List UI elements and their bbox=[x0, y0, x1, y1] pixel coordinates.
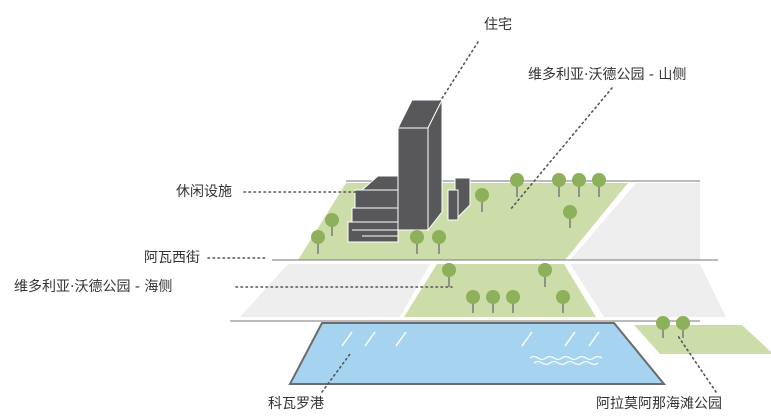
label-residential: 住宅 bbox=[484, 17, 512, 33]
tree bbox=[556, 290, 570, 313]
label-park-sea-side: 维多利亚·沃德公园 - 海侧 bbox=[14, 279, 173, 295]
tree bbox=[486, 290, 500, 313]
harbor-water bbox=[288, 322, 667, 385]
label-park-mountain-side: 维多利亚·沃德公园 - 山侧 bbox=[528, 67, 687, 83]
park-sea-side-area bbox=[404, 264, 596, 317]
tree bbox=[563, 205, 577, 228]
tree bbox=[572, 173, 586, 197]
water-marks bbox=[341, 331, 600, 347]
plaza-left bbox=[240, 264, 430, 317]
upper-plaza-right bbox=[570, 183, 700, 260]
tree bbox=[592, 173, 606, 197]
tree bbox=[442, 263, 456, 287]
tree bbox=[410, 230, 424, 254]
leader-park-mountain bbox=[509, 87, 613, 211]
label-leisure: 休闲设施 bbox=[176, 184, 232, 200]
beach-park-area bbox=[634, 325, 771, 354]
label-harbor: 科瓦罗港 bbox=[268, 396, 324, 412]
tree bbox=[538, 263, 552, 287]
water-waves bbox=[529, 355, 603, 366]
leader-residential bbox=[431, 41, 479, 115]
tree bbox=[552, 173, 566, 197]
leader-lines bbox=[207, 41, 717, 393]
residential-building bbox=[347, 99, 471, 243]
tree bbox=[325, 213, 339, 236]
leader-beach bbox=[677, 335, 717, 393]
tree bbox=[510, 173, 524, 197]
tree bbox=[475, 188, 489, 212]
tree bbox=[311, 230, 325, 254]
tree bbox=[506, 290, 520, 313]
label-beach-park: 阿拉莫阿那海滩公园 bbox=[596, 396, 722, 412]
leader-harbor bbox=[321, 353, 351, 393]
plaza-right bbox=[570, 264, 726, 317]
tree bbox=[432, 230, 446, 254]
tree bbox=[656, 316, 670, 338]
label-street: 阿瓦西街 bbox=[144, 250, 200, 266]
tree bbox=[466, 290, 480, 313]
trees bbox=[311, 173, 690, 338]
tree bbox=[676, 316, 690, 338]
